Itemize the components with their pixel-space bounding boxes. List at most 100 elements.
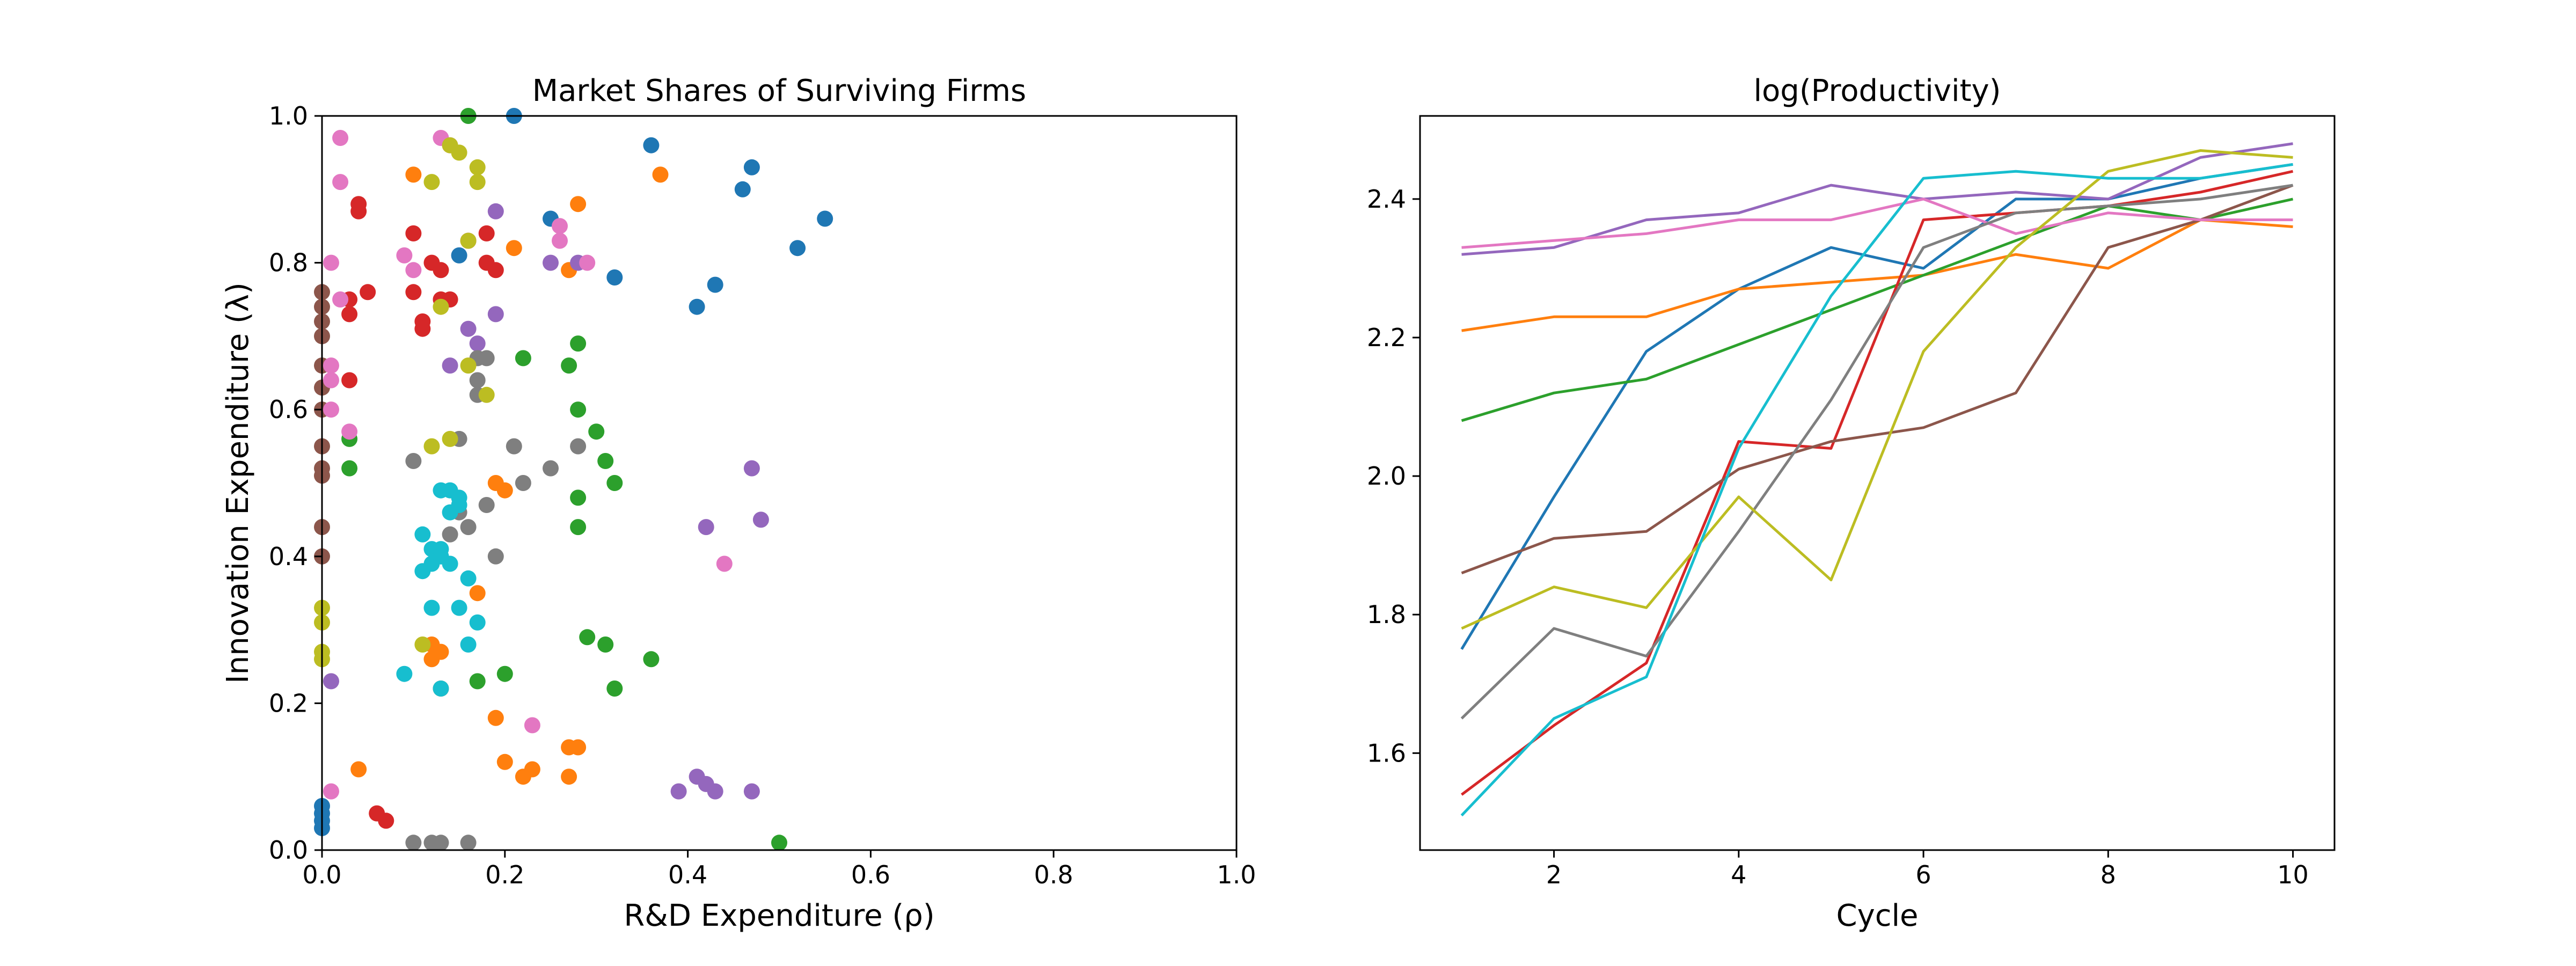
scatter-point	[460, 232, 477, 249]
scatter-series-9	[314, 137, 495, 668]
scatter-point	[469, 159, 486, 175]
x-tick-label: 6	[1915, 860, 1931, 889]
scatter-point	[350, 203, 367, 219]
scatter-point	[469, 335, 486, 352]
y-tick-label: 1.8	[1367, 600, 1406, 629]
scatter-point	[771, 835, 787, 851]
scatter-point	[433, 835, 449, 851]
y-tick-label: 1.0	[269, 101, 308, 130]
scatter-point	[451, 497, 467, 513]
scatter-point	[487, 262, 504, 279]
y-tick-label: 0.8	[269, 248, 308, 277]
scatter-point	[360, 284, 376, 301]
scatter-point	[323, 401, 339, 418]
scatter-point	[460, 357, 477, 374]
scatter-point	[552, 218, 568, 235]
scatter-series-7	[323, 130, 733, 800]
scatter-point	[414, 526, 431, 543]
scatter-point	[506, 240, 522, 257]
scatter-series-10	[396, 482, 486, 697]
y-tick-label: 0.2	[269, 689, 308, 718]
scatter-point	[707, 276, 723, 293]
x-tick-label: 0.6	[851, 860, 890, 889]
scatter-point	[515, 475, 531, 491]
scatter-point	[588, 423, 605, 440]
scatter-point	[643, 651, 660, 668]
scatter-point	[496, 482, 513, 499]
scatter-point	[414, 320, 431, 337]
scatter-point	[524, 761, 540, 778]
scatter-point	[341, 306, 358, 323]
scatter-point	[707, 783, 723, 800]
scatter-point	[670, 783, 687, 800]
x-tick-label: 8	[2101, 860, 2116, 889]
scatter-point	[570, 519, 587, 536]
line-series-9	[1461, 149, 2293, 630]
scatter-point	[451, 144, 467, 161]
scatter-point	[323, 783, 339, 800]
line-y-axis: 1.6 1.8 2.0 2.2 2.4	[1367, 185, 1420, 767]
scatter-point	[405, 453, 422, 469]
scatter-point	[469, 372, 486, 389]
scatter-point	[460, 570, 477, 587]
scatter-point	[332, 174, 349, 191]
scatter-point	[350, 761, 367, 778]
scatter-point	[405, 284, 422, 301]
line-series-3	[1461, 197, 2294, 422]
scatter-point	[451, 599, 467, 616]
line-chart: log(Productivity) 2 4 6 8 10 1.6 1.8 2.0 2.2 2.4…	[1367, 74, 2336, 933]
scatter-point	[332, 130, 349, 146]
scatter-point	[433, 643, 449, 660]
scatter-point	[487, 306, 504, 323]
line-series-7	[1461, 197, 2293, 249]
line-x-axis: 2 4 6 8 10	[1546, 850, 2309, 889]
scatter-point	[789, 240, 806, 257]
scatter-point	[451, 247, 467, 264]
scatter-x-axis: 0.0 0.2 0.4 0.6 0.8 1.0	[302, 850, 1256, 889]
scatter-point	[543, 460, 559, 477]
scatter-x-axis-label: R&D Expenditure (ρ)	[624, 898, 934, 933]
scatter-point	[716, 555, 733, 572]
scatter-point	[433, 298, 449, 315]
scatter-point	[423, 599, 440, 616]
scatter-point	[341, 423, 358, 440]
scatter-y-axis-label: Innovation Expenditure (λ)	[221, 282, 255, 684]
scatter-point	[743, 460, 760, 477]
scatter-point	[396, 247, 413, 264]
scatter-point	[561, 769, 577, 785]
x-tick-label: 1.0	[1217, 860, 1256, 889]
scatter-point	[323, 673, 339, 690]
scatter-point	[469, 585, 486, 602]
x-tick-label: 0.0	[302, 860, 341, 889]
scatter-point	[423, 438, 440, 455]
scatter-point	[496, 665, 513, 682]
scatter-series-5	[323, 203, 769, 800]
scatter-point	[487, 548, 504, 565]
scatter-y-axis: 0.0 0.2 0.4 0.6 0.8 1.0	[269, 101, 322, 865]
scatter-point	[341, 460, 358, 477]
scatter-point	[597, 636, 614, 653]
scatter-point	[405, 835, 422, 851]
scatter-point	[469, 673, 486, 690]
scatter-point	[570, 196, 587, 213]
x-tick-label: 2	[1546, 860, 1562, 889]
scatter-point	[643, 137, 660, 153]
scatter-point	[323, 357, 339, 374]
scatter-point	[433, 680, 449, 697]
line-series-4	[1460, 170, 2294, 796]
scatter-point	[487, 709, 504, 726]
line-plot-frame	[1419, 115, 2336, 851]
line-series	[1460, 142, 2294, 817]
x-tick-label: 4	[1731, 860, 1746, 889]
scatter-point	[496, 753, 513, 770]
scatter-point	[405, 225, 422, 241]
scatter-point	[442, 357, 458, 374]
line-series-6	[1461, 184, 2294, 575]
scatter-point	[423, 174, 440, 191]
scatter-point	[543, 254, 559, 271]
scatter-chart: Market Shares of Surviving Firms 0.0 0.2 0…	[221, 74, 1256, 933]
line-series-10	[1460, 163, 2293, 817]
scatter-series-8	[405, 350, 587, 851]
y-tick-label: 0.4	[269, 542, 308, 571]
